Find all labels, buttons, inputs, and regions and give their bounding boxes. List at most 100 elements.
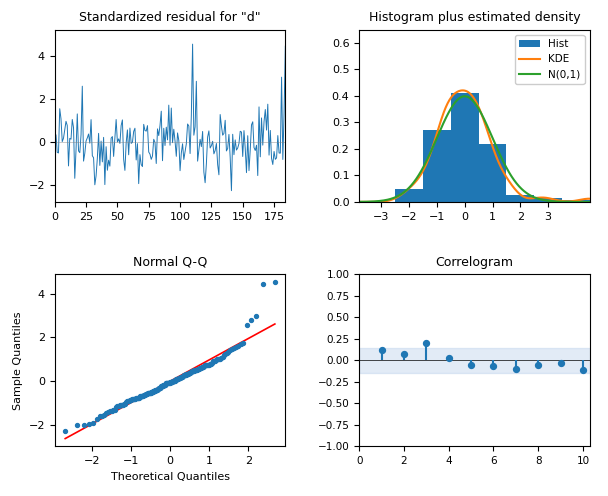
N(0,1) bbox=[533, 195, 540, 201]
Point bbox=[130, 395, 140, 403]
Point bbox=[151, 386, 161, 394]
Point bbox=[200, 362, 210, 370]
Point bbox=[102, 409, 111, 417]
Point bbox=[188, 367, 198, 374]
Point bbox=[224, 348, 233, 356]
KDE bbox=[459, 87, 466, 93]
N(0,1) bbox=[461, 93, 468, 99]
Point bbox=[170, 376, 180, 384]
Point bbox=[196, 364, 206, 372]
Line: N(0,1): N(0,1) bbox=[354, 96, 604, 202]
Point bbox=[168, 377, 178, 385]
Point bbox=[221, 350, 230, 358]
Point bbox=[173, 375, 183, 383]
Point bbox=[184, 369, 194, 377]
Point bbox=[136, 392, 146, 400]
N(0,1) bbox=[350, 199, 358, 205]
Point bbox=[148, 387, 158, 395]
Point bbox=[377, 346, 387, 354]
Point bbox=[187, 367, 197, 375]
Point bbox=[160, 381, 170, 389]
Point bbox=[258, 280, 268, 288]
Point bbox=[227, 345, 237, 353]
KDE bbox=[350, 199, 358, 205]
Point bbox=[175, 374, 185, 382]
Title: Standardized residual for "d": Standardized residual for "d" bbox=[79, 11, 261, 24]
Point bbox=[183, 370, 193, 378]
Point bbox=[205, 360, 215, 368]
Point bbox=[250, 311, 260, 319]
Point bbox=[164, 379, 174, 387]
Point bbox=[184, 370, 193, 377]
Point bbox=[123, 397, 133, 405]
Point bbox=[170, 376, 180, 384]
Point bbox=[136, 392, 145, 400]
Point bbox=[197, 364, 207, 372]
Point bbox=[152, 386, 162, 394]
Point bbox=[115, 401, 125, 409]
Point bbox=[126, 396, 136, 404]
Line: KDE: KDE bbox=[354, 90, 604, 202]
Point bbox=[80, 421, 89, 429]
KDE bbox=[449, 93, 456, 99]
Point bbox=[211, 356, 221, 364]
Point bbox=[119, 401, 128, 409]
Point bbox=[145, 389, 154, 397]
Point bbox=[399, 350, 409, 358]
Point bbox=[198, 363, 207, 371]
Point bbox=[162, 379, 171, 387]
Bar bbox=[451, 93, 478, 202]
Point bbox=[178, 372, 188, 380]
Point bbox=[140, 390, 150, 398]
Point bbox=[214, 355, 224, 363]
Point bbox=[199, 362, 209, 370]
Point bbox=[165, 378, 175, 386]
Point bbox=[174, 374, 184, 382]
Point bbox=[107, 407, 117, 415]
Point bbox=[108, 407, 118, 415]
Point bbox=[215, 355, 225, 363]
Point bbox=[176, 373, 186, 381]
Point bbox=[89, 419, 98, 427]
Point bbox=[202, 361, 212, 369]
Point bbox=[190, 366, 200, 374]
Point bbox=[193, 365, 203, 373]
Point bbox=[137, 392, 147, 400]
Point bbox=[169, 377, 179, 385]
Point bbox=[97, 412, 107, 420]
Point bbox=[177, 373, 187, 381]
Point bbox=[110, 406, 120, 414]
Point bbox=[156, 384, 165, 392]
Point bbox=[157, 382, 167, 390]
Point bbox=[159, 381, 168, 389]
Bar bbox=[478, 144, 506, 202]
Point bbox=[556, 359, 565, 367]
Point bbox=[140, 391, 150, 399]
Point bbox=[60, 427, 70, 435]
Point bbox=[166, 378, 176, 386]
Point bbox=[114, 402, 123, 410]
Point bbox=[219, 351, 229, 359]
Point bbox=[172, 375, 182, 383]
Point bbox=[142, 390, 152, 398]
Point bbox=[153, 385, 163, 393]
N(0,1) bbox=[508, 174, 515, 180]
Point bbox=[196, 364, 206, 372]
Point bbox=[133, 394, 143, 402]
Point bbox=[165, 379, 174, 387]
Point bbox=[155, 384, 165, 392]
Point bbox=[193, 366, 202, 373]
Point bbox=[117, 401, 127, 409]
Point bbox=[167, 378, 176, 386]
Point bbox=[181, 371, 190, 378]
Point bbox=[151, 386, 161, 394]
Bar bbox=[534, 197, 562, 202]
Point bbox=[171, 375, 181, 383]
Point bbox=[246, 316, 255, 324]
Point bbox=[210, 357, 219, 365]
Point bbox=[132, 394, 142, 402]
Point bbox=[209, 357, 218, 365]
Point bbox=[116, 401, 126, 409]
Point bbox=[233, 342, 243, 350]
Point bbox=[100, 411, 109, 419]
